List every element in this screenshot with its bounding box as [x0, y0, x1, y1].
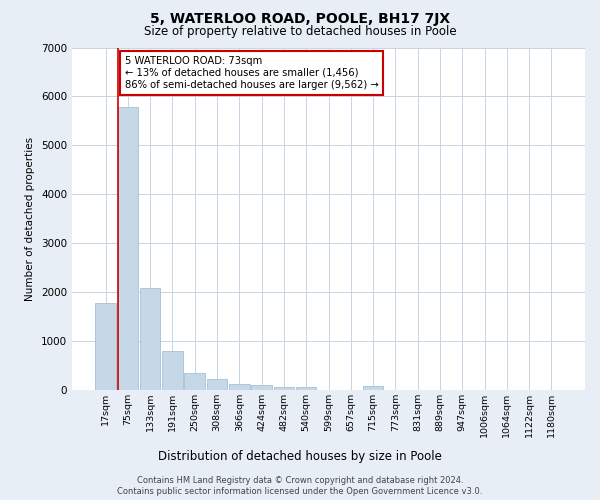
Bar: [274, 387, 294, 390]
Bar: [140, 288, 160, 390]
Bar: [162, 352, 183, 390]
Y-axis label: Number of detached properties: Number of detached properties: [25, 136, 35, 301]
Text: 5, WATERLOO ROAD, POOLE, BH17 7JX: 5, WATERLOO ROAD, POOLE, BH17 7JX: [150, 12, 450, 26]
Text: 5 WATERLOO ROAD: 73sqm
← 13% of detached houses are smaller (1,456)
86% of semi-: 5 WATERLOO ROAD: 73sqm ← 13% of detached…: [125, 56, 378, 90]
Bar: [95, 303, 116, 390]
Text: Contains HM Land Registry data © Crown copyright and database right 2024.: Contains HM Land Registry data © Crown c…: [137, 476, 463, 485]
Text: Distribution of detached houses by size in Poole: Distribution of detached houses by size …: [158, 450, 442, 463]
Bar: [251, 385, 272, 390]
Bar: [363, 386, 383, 390]
Bar: [229, 384, 250, 390]
Text: Size of property relative to detached houses in Poole: Size of property relative to detached ho…: [143, 25, 457, 38]
Bar: [184, 373, 205, 390]
Bar: [118, 107, 138, 390]
Text: Contains public sector information licensed under the Open Government Licence v3: Contains public sector information licen…: [118, 488, 482, 496]
Bar: [207, 379, 227, 390]
Bar: [296, 387, 316, 390]
